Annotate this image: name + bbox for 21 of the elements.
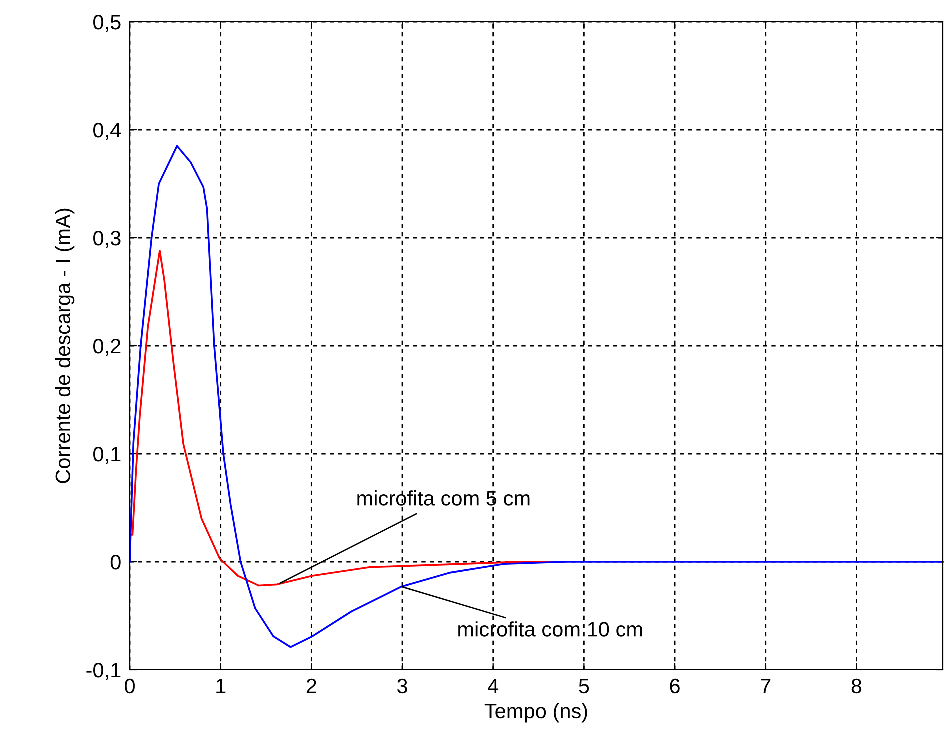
annotation: microfita com 5 cm — [358, 490, 530, 506]
line-series — [129, 145, 944, 648]
x-tick-label: 3 — [398, 678, 408, 694]
y-tick-label: 0 — [110, 555, 121, 570]
y-axis-title: Corrente de descarga - I (mA) — [55, 208, 75, 484]
y-tick-label: 0,5 — [94, 15, 121, 32]
x-tick-label: 0 — [125, 678, 135, 694]
y-tick-label: 0,3 — [94, 231, 121, 248]
y-tick-label: -0,1 — [86, 663, 121, 680]
x-tick-label: 6 — [670, 678, 680, 694]
y-tick-label: 0,2 — [94, 339, 121, 356]
x-axis-title: Tempo (ns) — [484, 703, 588, 723]
x-tick-label: 8 — [852, 678, 862, 694]
x-tick-label: 5 — [579, 679, 590, 694]
x-tick-label: 7 — [761, 679, 771, 694]
x-tick-label: 2 — [306, 678, 316, 694]
y-tick-label: 0,4 — [94, 123, 122, 140]
annotation: microfita com 10 cm — [458, 622, 642, 637]
x-tick-label: 1 — [216, 679, 226, 694]
y-tick-label: 0,1 — [94, 447, 121, 464]
x-tick-label: 4 — [488, 679, 499, 694]
